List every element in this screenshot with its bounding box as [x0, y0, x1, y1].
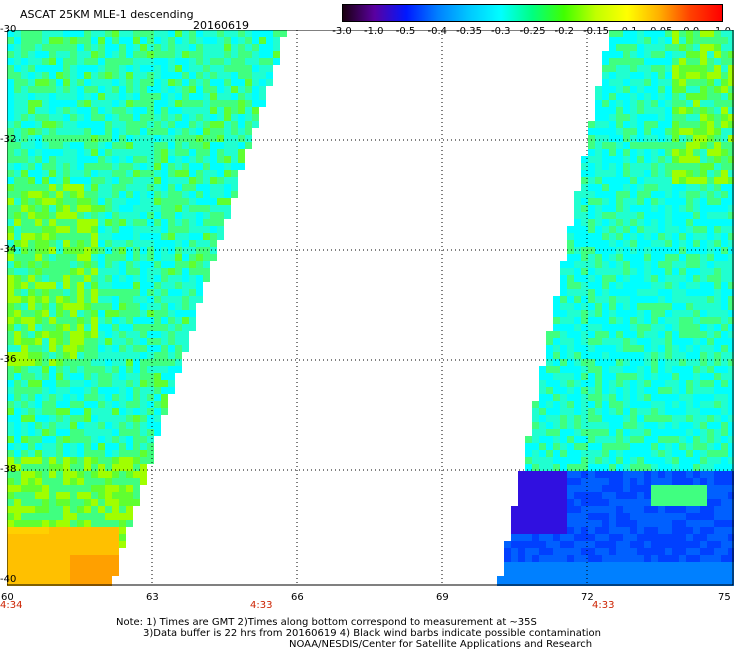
time-label: 4:33 — [592, 600, 615, 611]
colorbar — [342, 4, 723, 22]
swath-map — [7, 30, 734, 586]
y-tick-label: -38 — [0, 464, 17, 475]
map-date: 20160619 — [193, 19, 249, 32]
x-tick-label: 66 — [291, 592, 304, 603]
x-tick-label: 63 — [146, 592, 159, 603]
colorbar-label: -0.35 — [456, 26, 482, 37]
note-line-2: 3)Data buffer is 22 hrs from 20160619 4)… — [143, 628, 601, 639]
y-tick-label: -34 — [0, 244, 17, 255]
x-tick-label: 60 — [1, 592, 14, 603]
colorbar-label: -1.0 — [363, 26, 384, 37]
colorbar-label: -0.4 — [427, 26, 448, 37]
colorbar-label: -3.0 — [332, 26, 352, 37]
time-label: 4:34 — [0, 600, 23, 611]
colorbar-label: -0.25 — [519, 26, 546, 37]
x-tick-label: 72 — [581, 592, 594, 603]
grid-lines — [7, 30, 733, 585]
y-tick-label: -40 — [0, 574, 17, 585]
note-line-1: Note: 1) Times are GMT 2)Times along bot… — [116, 617, 537, 628]
swath-cells — [7, 30, 734, 586]
map-frame — [7, 30, 734, 586]
y-tick-label: -32 — [0, 134, 17, 145]
colorbar-label: -0.15 — [583, 26, 609, 37]
y-tick-label: -30 — [0, 24, 17, 35]
colorbar-label: -0.3 — [490, 26, 511, 37]
time-label: 4:33 — [250, 600, 273, 611]
note-line-3: NOAA/NESDIS/Center for Satellite Applica… — [289, 639, 593, 650]
x-tick-label: 69 — [436, 592, 449, 603]
x-tick-label: 75 — [718, 592, 731, 603]
y-tick-label: -36 — [0, 354, 17, 365]
colorbar-label: -0.2 — [554, 26, 575, 37]
colorbar-label: -0.5 — [395, 26, 416, 37]
map-title: ASCAT 25KM MLE-1 descending — [20, 8, 194, 21]
